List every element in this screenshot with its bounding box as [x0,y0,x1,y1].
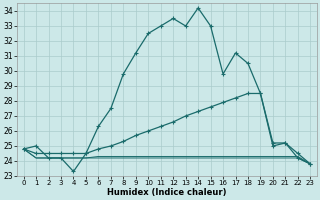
X-axis label: Humidex (Indice chaleur): Humidex (Indice chaleur) [107,188,227,197]
